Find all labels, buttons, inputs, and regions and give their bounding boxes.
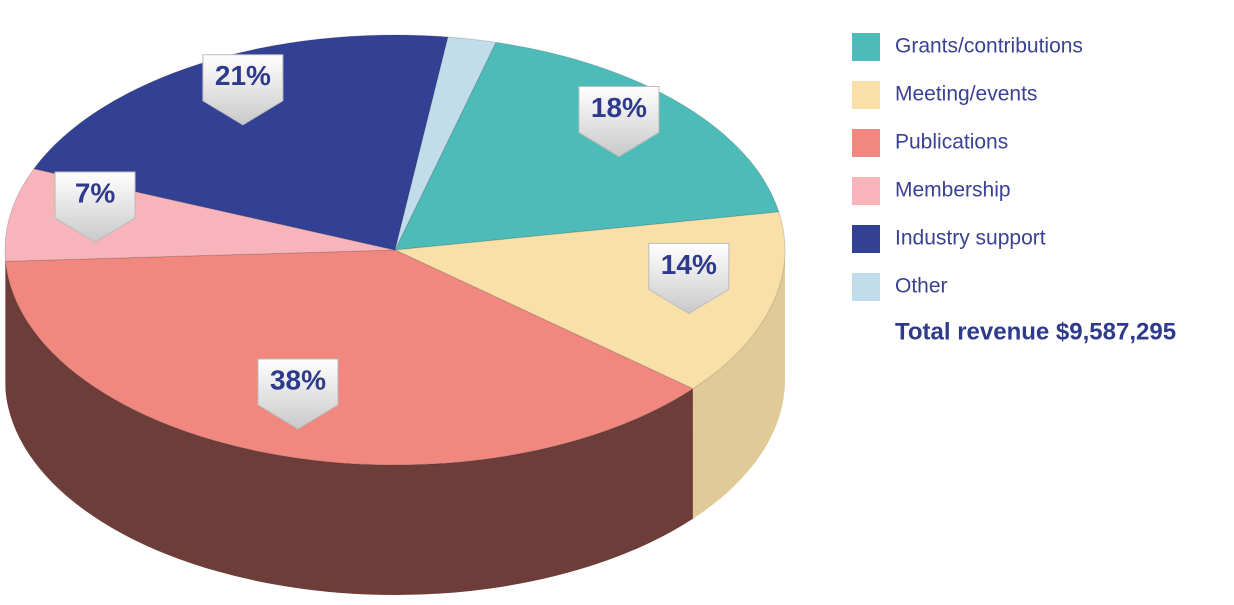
legend-label: Other — [895, 275, 948, 298]
total-revenue: Total revenue $9,587,295 — [895, 318, 1176, 345]
legend-swatch — [852, 81, 880, 109]
slice-side — [5, 250, 6, 392]
slice — [4, 249, 694, 466]
legend-label: Meeting/events — [895, 83, 1037, 106]
slice — [33, 34, 449, 251]
legend-label: Membership — [895, 179, 1011, 202]
callout — [578, 85, 660, 158]
legend-swatch — [852, 177, 880, 205]
legend-swatch — [852, 273, 880, 301]
callout — [202, 54, 284, 126]
legend-label: Grants/contributions — [895, 35, 1083, 58]
data-label: 18% — [591, 92, 647, 123]
pie-sides — [5, 250, 785, 595]
legend-swatch — [852, 129, 880, 157]
callout — [257, 358, 339, 430]
data-label: 7% — [75, 177, 116, 208]
slice-side — [692, 250, 785, 519]
data-label: 21% — [215, 60, 271, 91]
callout — [54, 171, 136, 243]
legend-swatch — [852, 33, 880, 61]
data-label: 38% — [270, 364, 326, 395]
callout — [648, 242, 730, 314]
legend-label: Publications — [895, 131, 1008, 154]
callouts: 18%14%38%7%21%2% — [54, 54, 730, 430]
legend-label: Industry support — [895, 227, 1046, 250]
slice-side — [5, 261, 693, 595]
slice — [394, 41, 780, 251]
slice — [394, 36, 497, 251]
legend: Grants/contributions Meeting/events Public… — [852, 33, 1083, 301]
legend-swatch — [852, 225, 880, 253]
data-label: 14% — [661, 249, 717, 280]
